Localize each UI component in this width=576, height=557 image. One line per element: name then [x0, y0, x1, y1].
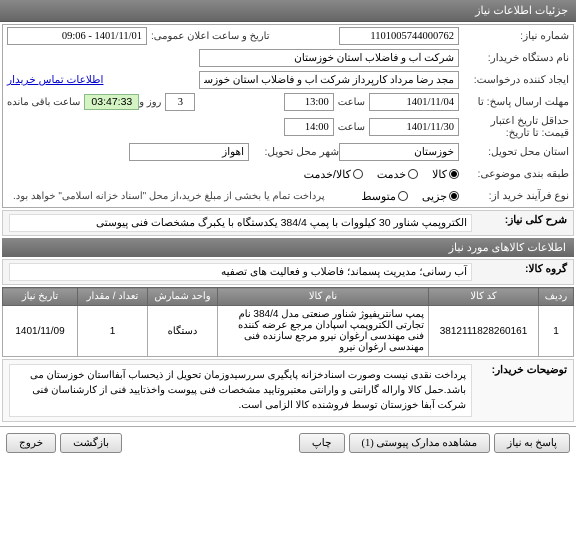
need-desc-label: شرح کلی نیاز: [472, 214, 567, 232]
requester-label: ایجاد کننده درخواست: [459, 74, 569, 86]
radio-goods[interactable] [449, 169, 459, 179]
contact-link[interactable]: اطلاعات تماس خریدار [7, 74, 103, 86]
remaining-label: ساعت باقی مانده [7, 97, 80, 108]
buyer-notes-row: توضیحات خریدار: پرداخت نقدی نیست وصورت ا… [2, 359, 574, 422]
goods-group-row: گروه کالا: آب رسانی؛ مدیریت پسماند؛ فاضل… [2, 259, 574, 285]
cell-code: 3812111828260161 [429, 306, 539, 357]
goods-group-value: آب رسانی؛ مدیریت پسماند؛ فاضلاب و فعالیت… [9, 263, 472, 281]
buyer-org-label: نام دستگاه خریدار: [459, 52, 569, 64]
validity-time-input[interactable] [284, 118, 334, 136]
radio-partial[interactable] [449, 191, 459, 201]
col-code: کد کالا [429, 288, 539, 306]
col-name: نام کالا [218, 288, 429, 306]
cell-name: پمپ سانتریفیوژ شناور صنعتی مدل 384/4 نام… [218, 306, 429, 357]
col-unit: واحد شمارش [148, 288, 218, 306]
province-label: استان محل تحویل: [459, 146, 569, 158]
page-header: جزئیات اطلاعات نیاز [0, 0, 576, 22]
validity-date-input[interactable] [369, 118, 459, 136]
col-qty: تعداد / مقدار [78, 288, 148, 306]
cell-idx: 1 [539, 306, 574, 357]
radio-service-label: خدمت [377, 168, 406, 181]
buyer-org-input[interactable] [199, 49, 459, 67]
validity-label: حداقل تاریخ اعتبار قیمت: تا تاریخ: [459, 115, 569, 139]
cell-unit: دستگاه [148, 306, 218, 357]
radio-medium-label: متوسط [361, 190, 396, 203]
need-no-input[interactable] [339, 27, 459, 45]
col-idx: ردیف [539, 288, 574, 306]
province-input[interactable] [339, 143, 459, 161]
radio-goods-service[interactable] [353, 169, 363, 179]
print-button[interactable]: چاپ [299, 433, 345, 453]
radio-goods-label: کالا [432, 168, 447, 181]
buyer-notes-label: توضیحات خریدار: [472, 364, 567, 417]
reply-time-input[interactable] [284, 93, 334, 111]
payment-note: پرداخت تمام یا بخشی از مبلغ خرید،از محل … [7, 189, 331, 204]
purchase-type-label: نوع فرآیند خرید از: [459, 190, 569, 202]
announce-input[interactable] [7, 27, 147, 45]
reply-date-input[interactable] [369, 93, 459, 111]
radio-goods-service-label: کالا/خدمت [304, 168, 351, 181]
attachments-button[interactable]: مشاهده مدارک پیوستی (1) [349, 433, 491, 453]
countdown-timer: 03:47:33 [84, 94, 139, 110]
col-date: تاریخ نیاز [3, 288, 78, 306]
subject-cat-group: کالا خدمت کالا/خدمت [292, 168, 459, 181]
radio-medium[interactable] [398, 191, 408, 201]
goods-group-label: گروه کالا: [472, 263, 567, 281]
reply-deadline-label: مهلت ارسال پاسخ: تا [459, 96, 569, 108]
roz-va-label: روز و [139, 97, 161, 108]
need-no-label: شماره نیاز: [459, 30, 569, 42]
footer-bar: پاسخ به نیاز مشاهده مدارک پیوستی (1) چاپ… [0, 426, 576, 459]
radio-service[interactable] [408, 169, 418, 179]
buyer-notes-value: پرداخت نقدی نیست وصورت اسنادخزانه پایگیر… [9, 364, 472, 417]
requester-input[interactable] [199, 71, 459, 89]
subject-cat-label: طبقه بندی موضوعی: [459, 168, 569, 180]
need-desc-row: شرح کلی نیاز: الکتروپمپ شناور 30 کیلووات… [2, 210, 574, 236]
need-desc-value: الکتروپمپ شناور 30 کیلووات با پمپ 384/4 … [9, 214, 472, 232]
radio-partial-label: جزیی [422, 190, 447, 203]
city-input[interactable] [129, 143, 249, 161]
goods-header: اطلاعات کالاهای مورد نیاز [2, 238, 574, 257]
cell-date: 1401/11/09 [3, 306, 78, 357]
table-header-row: ردیف کد کالا نام کالا واحد شمارش تعداد /… [3, 288, 574, 306]
saat-label-1: ساعت [338, 97, 365, 108]
days-remain-input [165, 93, 195, 111]
form-section: شماره نیاز: تاریخ و ساعت اعلان عمومی: نا… [2, 24, 574, 208]
exit-button[interactable]: خروج [6, 433, 56, 453]
city-label: شهر محل تحویل: [249, 146, 339, 158]
purchase-type-group: جزیی متوسط [349, 190, 459, 203]
reply-button[interactable]: پاسخ به نیاز [494, 433, 570, 453]
announce-label: تاریخ و ساعت اعلان عمومی: [151, 31, 270, 42]
back-button[interactable]: بازگشت [60, 433, 122, 453]
table-row[interactable]: 1 3812111828260161 پمپ سانتریفیوژ شناور … [3, 306, 574, 357]
goods-table: ردیف کد کالا نام کالا واحد شمارش تعداد /… [2, 287, 574, 357]
saat-label-2: ساعت [338, 122, 365, 133]
cell-qty: 1 [78, 306, 148, 357]
page-title: جزئیات اطلاعات نیاز [475, 5, 568, 17]
